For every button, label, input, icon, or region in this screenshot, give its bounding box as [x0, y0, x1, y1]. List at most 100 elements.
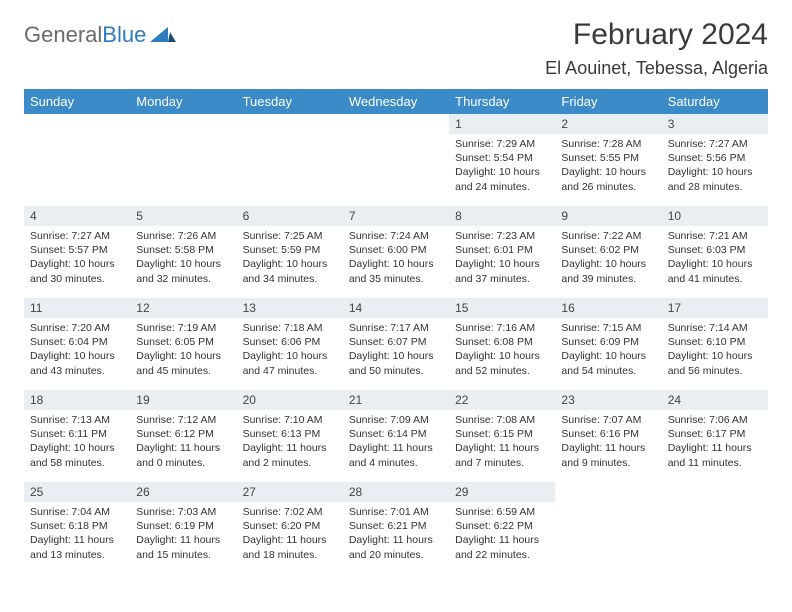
day-number: 21	[343, 390, 449, 410]
dow-wednesday: Wednesday	[343, 89, 449, 114]
sunrise-text: Sunrise: 7:09 AM	[349, 413, 443, 427]
sunset-text: Sunset: 6:18 PM	[30, 519, 124, 533]
day-details: Sunrise: 7:15 AMSunset: 6:09 PMDaylight:…	[555, 318, 661, 382]
sunset-text: Sunset: 6:17 PM	[668, 427, 762, 441]
day-number: 2	[555, 114, 661, 134]
day-number: 28	[343, 482, 449, 502]
dow-saturday: Saturday	[662, 89, 768, 114]
day-number: 22	[449, 390, 555, 410]
daylight-text: Daylight: 11 hours and 4 minutes.	[349, 441, 443, 469]
daylight-text: Daylight: 10 hours and 47 minutes.	[243, 349, 337, 377]
daylight-text: Daylight: 10 hours and 26 minutes.	[561, 165, 655, 193]
daylight-text: Daylight: 10 hours and 37 minutes.	[455, 257, 549, 285]
sunrise-text: Sunrise: 7:27 AM	[30, 229, 124, 243]
sunrise-text: Sunrise: 7:06 AM	[668, 413, 762, 427]
day-details: Sunrise: 7:19 AMSunset: 6:05 PMDaylight:…	[130, 318, 236, 382]
calendar-day-cell: 19Sunrise: 7:12 AMSunset: 6:12 PMDayligh…	[130, 390, 236, 482]
calendar-day-cell: 22Sunrise: 7:08 AMSunset: 6:15 PMDayligh…	[449, 390, 555, 482]
daylight-text: Daylight: 10 hours and 32 minutes.	[136, 257, 230, 285]
sunrise-text: Sunrise: 7:20 AM	[30, 321, 124, 335]
calendar-day-cell: 14Sunrise: 7:17 AMSunset: 6:07 PMDayligh…	[343, 298, 449, 390]
title-block: February 2024 El Aouinet, Tebessa, Alger…	[545, 18, 768, 79]
daylight-text: Daylight: 10 hours and 56 minutes.	[668, 349, 762, 377]
logo-text: GeneralBlue	[24, 22, 146, 48]
calendar-day-cell: 3Sunrise: 7:27 AMSunset: 5:56 PMDaylight…	[662, 114, 768, 206]
sunset-text: Sunset: 6:04 PM	[30, 335, 124, 349]
calendar-day-cell: 2Sunrise: 7:28 AMSunset: 5:55 PMDaylight…	[555, 114, 661, 206]
sunset-text: Sunset: 5:57 PM	[30, 243, 124, 257]
sunset-text: Sunset: 6:06 PM	[243, 335, 337, 349]
day-details: Sunrise: 7:28 AMSunset: 5:55 PMDaylight:…	[555, 134, 661, 198]
calendar-day-cell: 23Sunrise: 7:07 AMSunset: 6:16 PMDayligh…	[555, 390, 661, 482]
sunset-text: Sunset: 6:22 PM	[455, 519, 549, 533]
calendar-body: 1Sunrise: 7:29 AMSunset: 5:54 PMDaylight…	[24, 114, 768, 574]
sunrise-text: Sunrise: 7:23 AM	[455, 229, 549, 243]
day-details: Sunrise: 7:22 AMSunset: 6:02 PMDaylight:…	[555, 226, 661, 290]
sunrise-text: Sunrise: 7:28 AM	[561, 137, 655, 151]
dow-friday: Friday	[555, 89, 661, 114]
day-details: Sunrise: 7:18 AMSunset: 6:06 PMDaylight:…	[237, 318, 343, 382]
day-details: Sunrise: 7:25 AMSunset: 5:59 PMDaylight:…	[237, 226, 343, 290]
logo-blue: Blue	[102, 22, 146, 47]
sunset-text: Sunset: 5:55 PM	[561, 151, 655, 165]
page-header: GeneralBlue February 2024 El Aouinet, Te…	[24, 18, 768, 79]
sunrise-text: Sunrise: 7:07 AM	[561, 413, 655, 427]
sunset-text: Sunset: 5:56 PM	[668, 151, 762, 165]
daylight-text: Daylight: 10 hours and 54 minutes.	[561, 349, 655, 377]
calendar-day-cell: 25Sunrise: 7:04 AMSunset: 6:18 PMDayligh…	[24, 482, 130, 574]
daylight-text: Daylight: 11 hours and 15 minutes.	[136, 533, 230, 561]
day-number: 20	[237, 390, 343, 410]
day-details: Sunrise: 7:27 AMSunset: 5:56 PMDaylight:…	[662, 134, 768, 198]
dow-tuesday: Tuesday	[237, 89, 343, 114]
day-details: Sunrise: 7:04 AMSunset: 6:18 PMDaylight:…	[24, 502, 130, 566]
sunrise-text: Sunrise: 7:19 AM	[136, 321, 230, 335]
day-number: 4	[24, 206, 130, 226]
calendar-day-cell	[343, 114, 449, 206]
day-number: 19	[130, 390, 236, 410]
daylight-text: Daylight: 11 hours and 13 minutes.	[30, 533, 124, 561]
day-details: Sunrise: 7:27 AMSunset: 5:57 PMDaylight:…	[24, 226, 130, 290]
location: El Aouinet, Tebessa, Algeria	[545, 58, 768, 79]
calendar-day-cell	[662, 482, 768, 574]
sunset-text: Sunset: 6:07 PM	[349, 335, 443, 349]
day-number: 8	[449, 206, 555, 226]
calendar-week-row: 1Sunrise: 7:29 AMSunset: 5:54 PMDaylight…	[24, 114, 768, 206]
sunrise-text: Sunrise: 7:03 AM	[136, 505, 230, 519]
sunset-text: Sunset: 6:14 PM	[349, 427, 443, 441]
calendar-day-cell: 29Sunrise: 6:59 AMSunset: 6:22 PMDayligh…	[449, 482, 555, 574]
calendar-day-cell: 13Sunrise: 7:18 AMSunset: 6:06 PMDayligh…	[237, 298, 343, 390]
sunrise-text: Sunrise: 7:08 AM	[455, 413, 549, 427]
triangle-icon	[150, 24, 176, 47]
dow-monday: Monday	[130, 89, 236, 114]
day-number: 3	[662, 114, 768, 134]
daylight-text: Daylight: 10 hours and 30 minutes.	[30, 257, 124, 285]
sunrise-text: Sunrise: 7:01 AM	[349, 505, 443, 519]
calendar-day-cell: 4Sunrise: 7:27 AMSunset: 5:57 PMDaylight…	[24, 206, 130, 298]
sunset-text: Sunset: 5:54 PM	[455, 151, 549, 165]
calendar-day-cell	[130, 114, 236, 206]
day-number: 29	[449, 482, 555, 502]
daylight-text: Daylight: 10 hours and 45 minutes.	[136, 349, 230, 377]
calendar-week-row: 11Sunrise: 7:20 AMSunset: 6:04 PMDayligh…	[24, 298, 768, 390]
calendar-day-cell	[555, 482, 661, 574]
calendar-day-cell: 16Sunrise: 7:15 AMSunset: 6:09 PMDayligh…	[555, 298, 661, 390]
sunrise-text: Sunrise: 7:21 AM	[668, 229, 762, 243]
brand-logo: GeneralBlue	[24, 22, 176, 48]
sunset-text: Sunset: 6:21 PM	[349, 519, 443, 533]
day-number: 10	[662, 206, 768, 226]
calendar-day-cell: 27Sunrise: 7:02 AMSunset: 6:20 PMDayligh…	[237, 482, 343, 574]
calendar-header-row: Sunday Monday Tuesday Wednesday Thursday…	[24, 89, 768, 114]
day-number: 6	[237, 206, 343, 226]
calendar-day-cell: 26Sunrise: 7:03 AMSunset: 6:19 PMDayligh…	[130, 482, 236, 574]
day-number: 16	[555, 298, 661, 318]
daylight-text: Daylight: 11 hours and 2 minutes.	[243, 441, 337, 469]
day-number: 24	[662, 390, 768, 410]
sunrise-text: Sunrise: 7:24 AM	[349, 229, 443, 243]
sunrise-text: Sunrise: 6:59 AM	[455, 505, 549, 519]
sunrise-text: Sunrise: 7:26 AM	[136, 229, 230, 243]
day-details: Sunrise: 7:09 AMSunset: 6:14 PMDaylight:…	[343, 410, 449, 474]
day-number: 15	[449, 298, 555, 318]
calendar-week-row: 4Sunrise: 7:27 AMSunset: 5:57 PMDaylight…	[24, 206, 768, 298]
sunset-text: Sunset: 6:10 PM	[668, 335, 762, 349]
sunset-text: Sunset: 6:02 PM	[561, 243, 655, 257]
